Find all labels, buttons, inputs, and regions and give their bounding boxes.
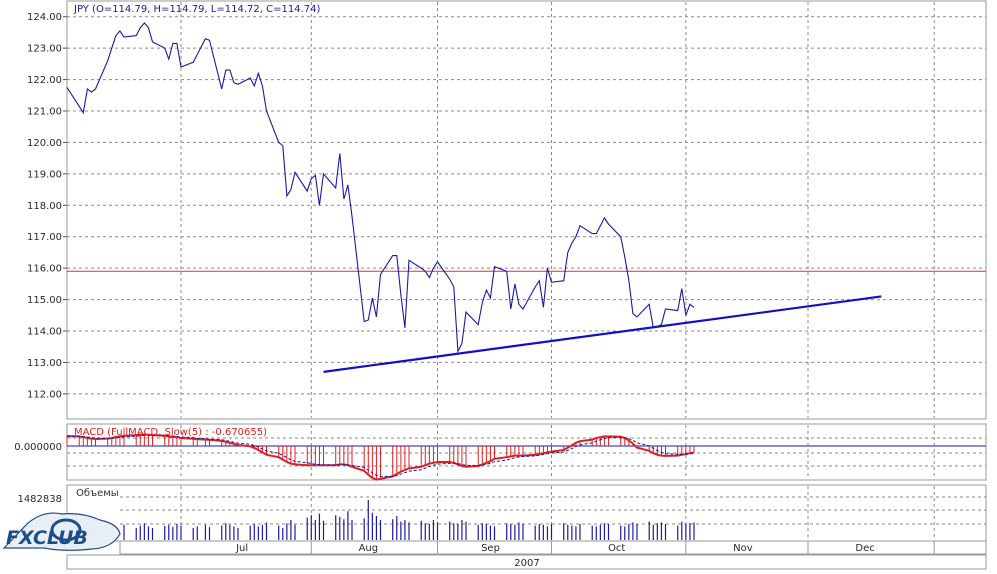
macd-panel-frame (66, 423, 987, 481)
volume-y-tick: 1482838 (17, 494, 62, 505)
price-panel-frame (66, 0, 987, 420)
price-ytick-label: 121.00 (27, 107, 62, 118)
x-axis-month-label: Aug (359, 543, 379, 554)
x-axis-month-label: Oct (608, 543, 625, 554)
price-ytick-label: 118.00 (27, 201, 62, 212)
price-ytick-label: 124.00 (27, 12, 62, 23)
macd-bars (66, 433, 695, 481)
x-axis-year: 2007 (514, 558, 539, 569)
x-axis-months-strip (119, 540, 987, 555)
x-axis: Jul Aug Sep Oct Nov Dec 2007 (66, 540, 987, 570)
price-panel: 124.00 123.00 122.00 121.00 120.00 119.00 118.… (27, 0, 987, 420)
price-y-axis: 124.00 123.00 122.00 121.00 120.00 119.00 118.… (27, 12, 67, 400)
price-ytick-label: 113.00 (27, 358, 62, 369)
logo-text: FXCLUB (6, 527, 88, 549)
price-ytick-label: 117.00 (27, 232, 62, 243)
x-axis-month-label: Sep (481, 543, 500, 554)
price-title: JPY (O=114.79, H=114.79, L=114.72, C=114… (73, 4, 320, 15)
volume-panel: 1482838 Объемы (17, 484, 987, 542)
volume-panel-frame (66, 484, 987, 542)
macd-title: MACD (FullMACD, Slow(5) : -0.670655) (74, 427, 267, 438)
macd-signal-line (66, 434, 695, 477)
price-ytick-label: 112.00 (27, 389, 62, 400)
price-ytick-label: 115.00 (27, 295, 62, 306)
x-axis-month-label: Dec (855, 543, 874, 554)
trend-line (323, 295, 882, 373)
x-axis-month-label: Nov (733, 543, 753, 554)
x-axis-year-strip (66, 554, 987, 570)
logo-ring (50, 518, 82, 542)
volume-bars (123, 500, 695, 540)
volume-title: Объемы (76, 488, 119, 499)
price-series-line (66, 22, 695, 354)
x-axis-labels: Jul Aug Sep Oct Nov Dec (235, 541, 935, 554)
price-ytick-label: 122.00 (27, 75, 62, 86)
macd-y-tick: 0.000000 (14, 442, 62, 453)
price-ytick-label: 114.00 (27, 327, 62, 338)
logo-swoosh (2, 512, 121, 551)
fxclub-logo: FXCLUB (2, 512, 121, 551)
price-ytick-label: 120.00 (27, 138, 62, 149)
macd-outline (66, 433, 695, 481)
price-ytick-label: 116.00 (27, 264, 62, 275)
price-ytick-label: 119.00 (27, 169, 62, 180)
price-ytick-label: 123.00 (27, 44, 62, 55)
macd-panel: 0.000000 MACD (FullMACD, Slow(5) : -0.67… (14, 423, 987, 481)
x-axis-month-label: Jul (235, 543, 248, 554)
